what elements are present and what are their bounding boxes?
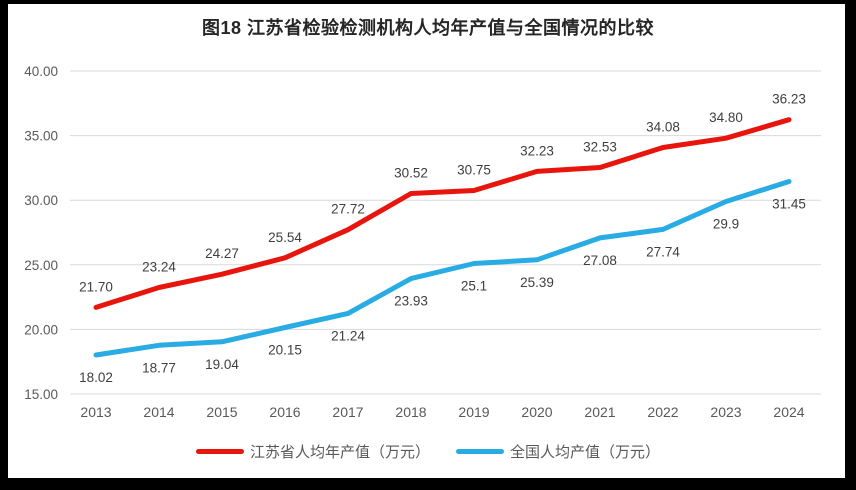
x-axis-tick-label: 2024 bbox=[773, 404, 804, 420]
x-axis-tick-label: 2019 bbox=[458, 404, 489, 420]
x-axis-tick-label: 2021 bbox=[584, 404, 615, 420]
frame-border-left bbox=[0, 0, 8, 490]
frame-border-right bbox=[845, 0, 856, 490]
data-label: 20.15 bbox=[268, 342, 302, 357]
frame-border-top bbox=[0, 0, 856, 4]
chart-legend: 江苏省人均年产值（万元） 全国人均产值（万元） bbox=[0, 441, 856, 462]
data-label: 25.39 bbox=[520, 275, 554, 290]
x-axis-tick-label: 2020 bbox=[521, 404, 552, 420]
jiangsu-series-line-swatch bbox=[195, 449, 244, 454]
x-axis-tick-label: 2014 bbox=[143, 404, 174, 420]
data-label: 18.77 bbox=[142, 360, 176, 375]
x-axis-tick-label: 2018 bbox=[395, 404, 426, 420]
y-axis-tick-label: 25.00 bbox=[24, 258, 58, 273]
data-label: 36.23 bbox=[772, 92, 806, 107]
data-label: 21.24 bbox=[331, 328, 365, 343]
data-label: 31.45 bbox=[772, 196, 806, 211]
data-label: 30.75 bbox=[457, 163, 491, 178]
legend-item-jiangsu: 江苏省人均年产值（万元） bbox=[195, 441, 430, 462]
series-line-jiangsu bbox=[93, 117, 792, 310]
data-label: 23.93 bbox=[394, 294, 428, 309]
y-axis-tick-label: 30.00 bbox=[24, 193, 58, 208]
x-axis-tick-label: 2015 bbox=[206, 404, 237, 420]
x-axis-tick-label: 2013 bbox=[80, 404, 111, 420]
data-label: 27.72 bbox=[331, 202, 365, 217]
data-label: 29.9 bbox=[713, 216, 739, 231]
x-axis-tick-label: 2016 bbox=[269, 404, 300, 420]
data-label: 30.52 bbox=[394, 165, 428, 180]
data-label: 27.74 bbox=[646, 244, 680, 259]
frame-border-bottom bbox=[0, 478, 856, 490]
data-label: 25.54 bbox=[268, 230, 302, 245]
y-axis-tick-label: 15.00 bbox=[24, 387, 58, 402]
data-label: 18.02 bbox=[79, 370, 113, 385]
x-axis-tick-label: 2022 bbox=[647, 404, 678, 420]
y-axis-tick-label: 20.00 bbox=[24, 322, 58, 337]
x-axis-tick-label: 2023 bbox=[710, 404, 741, 420]
data-label: 19.04 bbox=[205, 357, 239, 372]
data-label: 34.80 bbox=[709, 110, 743, 125]
chart-title: 图18 江苏省检验检测机构人均年产值与全国情况的比较 bbox=[201, 18, 655, 38]
data-label: 24.27 bbox=[205, 246, 239, 261]
legend-item-national: 全国人均产值（万元） bbox=[456, 441, 660, 462]
data-label: 21.70 bbox=[79, 279, 113, 294]
series-line-national bbox=[93, 179, 792, 358]
y-axis-tick-label: 35.00 bbox=[24, 129, 58, 144]
data-label: 32.53 bbox=[583, 140, 617, 155]
data-label: 34.08 bbox=[646, 119, 680, 134]
jiangsu-series-legend-label: 江苏省人均年产值（万元） bbox=[249, 444, 430, 461]
data-label: 25.1 bbox=[461, 279, 487, 294]
x-axis-tick-label: 2017 bbox=[332, 404, 363, 420]
data-label: 23.24 bbox=[142, 260, 176, 275]
data-label: 27.08 bbox=[583, 253, 617, 268]
national-series-line-swatch bbox=[456, 449, 504, 454]
y-axis-tick-label: 40.00 bbox=[24, 64, 58, 79]
data-label: 32.23 bbox=[520, 143, 554, 158]
national-series-legend-label: 全国人均产值（万元） bbox=[510, 444, 661, 461]
